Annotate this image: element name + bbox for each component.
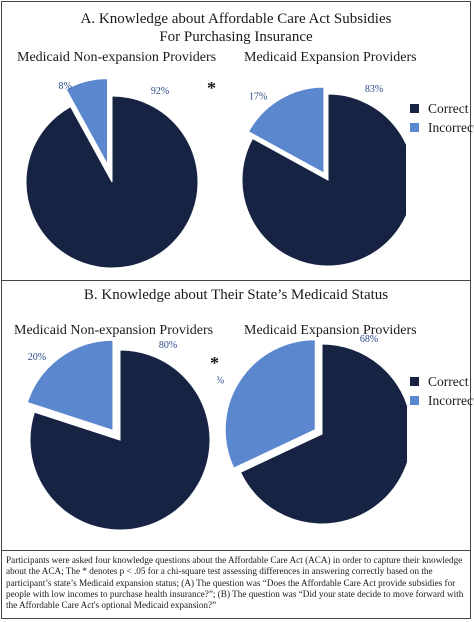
legend-label-incorrect: Incorrect <box>428 119 474 135</box>
panel-b-title: B. Knowledge about Their State’s Medicai… <box>83 287 389 303</box>
slice-incorrect <box>224 339 316 469</box>
label-incorrect: 17% <box>249 92 267 103</box>
legend-swatch-incorrect <box>410 123 419 132</box>
pie-chart-b-expansion: 32% 68% <box>217 334 407 525</box>
panel-a-left-title: Medicaid Non-expansion Providers <box>17 50 217 65</box>
significance-asterisk: * <box>210 353 219 373</box>
pie-chart-a-nonexpansion: 8% 92% <box>25 78 199 269</box>
panel-a: A. Knowledge about Affordable Care Act S… <box>2 2 474 281</box>
slice-correct <box>25 95 199 269</box>
legend-b: Correct Incorrect <box>410 372 474 410</box>
legend-label-correct: Correct <box>428 100 469 116</box>
legend-item-incorrect: Incorrect <box>410 391 474 410</box>
label-correct: 83% <box>365 84 383 95</box>
legend-swatch-correct <box>410 104 419 113</box>
slice-incorrect <box>65 78 109 165</box>
legend-item-correct: Correct <box>410 372 474 391</box>
panel-b: B. Knowledge about Their State’s Medicai… <box>2 281 470 551</box>
label-correct: 92% <box>151 86 169 97</box>
panel-a-title-line1: A. Knowledge about Affordable Care Act S… <box>80 11 392 27</box>
legend-label-incorrect: Incorrect <box>428 392 474 408</box>
figure-caption: Participants were asked four knowledge q… <box>6 555 464 611</box>
legend-item-incorrect: Incorrect <box>410 118 474 137</box>
panel-a-title-line2: For Purchasing Insurance <box>159 29 313 45</box>
pie-chart-a-expansion: 17% 83% <box>241 84 406 267</box>
legend-a: Correct Incorrect <box>410 99 474 137</box>
label-incorrect: 32% <box>217 375 224 386</box>
legend-item-correct: Correct <box>410 99 474 118</box>
significance-asterisk: * <box>207 78 216 98</box>
slice-correct <box>241 93 406 267</box>
legend-swatch-incorrect <box>410 396 419 405</box>
slice-incorrect <box>247 86 325 174</box>
slice-correct <box>239 343 407 525</box>
slice-incorrect <box>26 339 114 431</box>
legend-label-correct: Correct <box>428 373 469 389</box>
label-correct: 68% <box>360 334 378 345</box>
label-incorrect: 20% <box>28 352 46 363</box>
panel-b-left-title: Medicaid Non-expansion Providers <box>14 323 214 338</box>
panel-b-right-title: Medicaid Expansion Providers <box>244 323 417 338</box>
panel-a-right-title: Medicaid Expansion Providers <box>244 50 417 65</box>
legend-swatch-correct <box>410 377 419 386</box>
slice-correct <box>29 349 211 531</box>
label-correct: 80% <box>159 340 177 351</box>
pie-chart-b-nonexpansion: 20% 80% <box>26 339 211 531</box>
label-incorrect: 8% <box>58 81 71 92</box>
